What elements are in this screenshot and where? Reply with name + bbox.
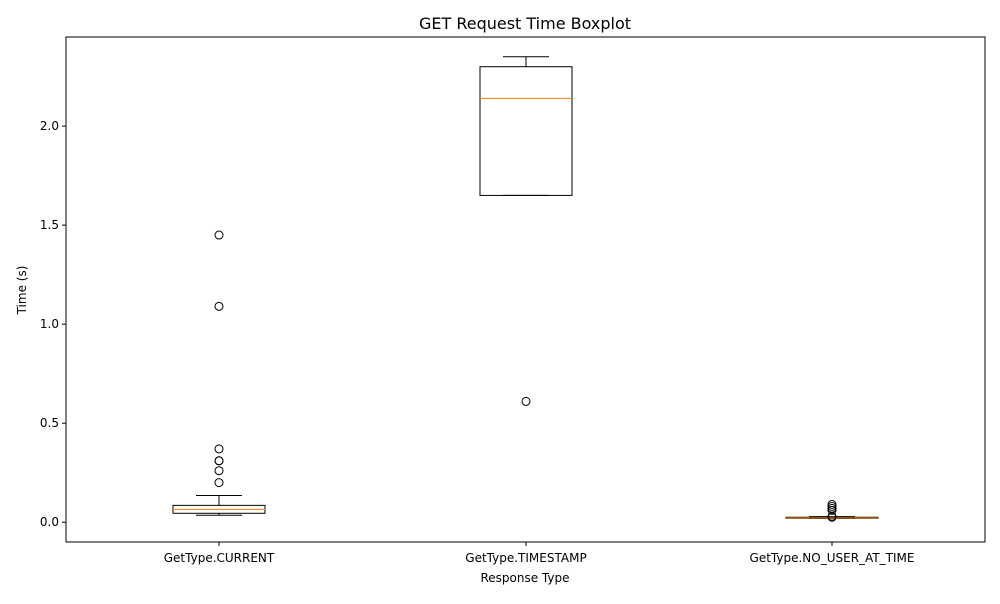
- y-tick-label: 0.5: [40, 416, 59, 430]
- outlier-point: [827, 505, 837, 515]
- box-group: [172, 230, 266, 516]
- outlier-point: [214, 444, 224, 454]
- box-group: [479, 56, 573, 406]
- outlier-point: [214, 456, 224, 466]
- y-tick-label: 1.5: [40, 218, 59, 232]
- outlier-point: [214, 466, 224, 476]
- x-axis-label: Response Type: [480, 571, 569, 585]
- x-tick-label: GetType.NO_USER_AT_TIME: [750, 551, 915, 565]
- x-tick-label: GetType.CURRENT: [164, 551, 275, 565]
- plot-area: 0.0 0.5 1.0 1.5 2.0 GetType.CURRENT GetType.TI…: [40, 56, 915, 565]
- outlier-point: [521, 396, 531, 406]
- outlier-point: [214, 301, 224, 311]
- y-tick-label: 1.0: [40, 317, 59, 331]
- y-tick-label: 2.0: [40, 119, 59, 133]
- axes-frame: [65, 36, 986, 543]
- x-tick-label: GetType.TIMESTAMP: [465, 551, 586, 565]
- box: [479, 66, 573, 196]
- outlier-point: [214, 230, 224, 240]
- box-group: [785, 499, 879, 522]
- y-axis-label: Time (s): [15, 266, 29, 316]
- outlier-point: [214, 478, 224, 488]
- y-tick-label: 0.0: [40, 515, 59, 529]
- outlier-point: [827, 512, 837, 522]
- chart-title: GET Request Time Boxplot: [419, 14, 631, 33]
